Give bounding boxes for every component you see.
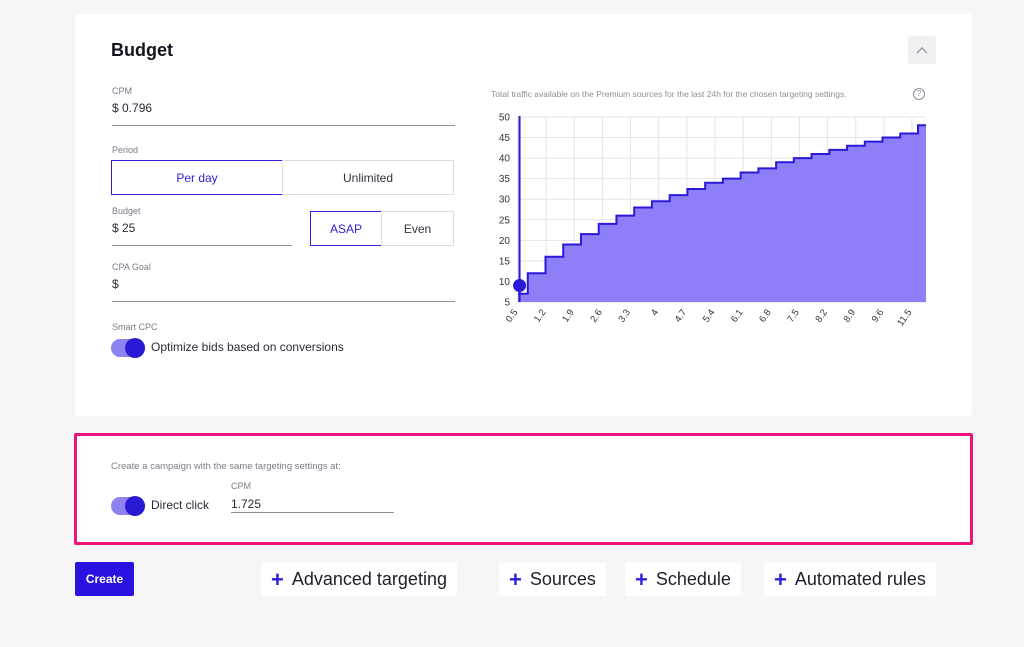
cpm-underline xyxy=(112,125,455,126)
collapse-button[interactable] xyxy=(908,36,936,64)
help-icon[interactable]: ? xyxy=(913,88,925,100)
x-tick-label: 8.2 xyxy=(813,307,830,324)
y-tick-label: 10 xyxy=(499,277,511,288)
x-tick-label: 2.6 xyxy=(588,307,605,324)
alt-campaign-caption: Create a campaign with the same targetin… xyxy=(111,461,341,472)
traffic-area xyxy=(518,125,926,302)
plus-icon: + xyxy=(509,566,522,592)
y-tick-label: 30 xyxy=(499,195,511,206)
schedule-label: Schedule xyxy=(655,569,731,589)
automated-rules-label: Automated rules xyxy=(794,569,926,589)
smart-cpc-toggle[interactable] xyxy=(111,338,145,358)
cpa-goal-label: CPA Goal xyxy=(112,262,151,272)
pacing-asap-button[interactable]: ASAP xyxy=(310,211,382,246)
x-tick-label: 4 xyxy=(649,307,661,318)
smart-cpc-label: Smart CPC xyxy=(112,322,158,332)
plus-icon: + xyxy=(635,566,648,592)
pacing-even-button[interactable]: Even xyxy=(381,211,454,246)
budget-label: Budget xyxy=(112,206,141,216)
x-tick-label: 8.9 xyxy=(842,307,859,324)
y-tick-label: 20 xyxy=(499,236,511,247)
toggle-knob xyxy=(125,496,145,516)
y-tick-label: 40 xyxy=(499,154,511,165)
budget-input[interactable]: $ 25 xyxy=(112,221,136,235)
sources-button[interactable]: + Sources xyxy=(499,563,606,596)
x-tick-label: 11.5 xyxy=(895,307,914,328)
alt-cpm-underline xyxy=(231,512,394,513)
y-tick-label: 25 xyxy=(499,215,511,226)
cpa-underline xyxy=(112,301,455,302)
budget-title: Budget xyxy=(111,40,173,60)
traffic-chart: 5 10 15 20 25 30 35 40 45 50 0.5 1.2 1.9 2.6 3.3 4 4.7 5.… xyxy=(499,113,926,328)
period-per-day-button[interactable]: Per day xyxy=(111,160,283,195)
traffic-line xyxy=(518,124,926,295)
create-button[interactable]: Create xyxy=(75,562,134,596)
smart-cpc-toggle-label: Optimize bids based on conversions xyxy=(151,340,344,354)
cpa-goal-input[interactable]: $ xyxy=(112,277,119,291)
schedule-button[interactable]: + Schedule xyxy=(625,563,741,596)
sources-label: Sources xyxy=(529,569,596,589)
y-tick-label: 45 xyxy=(499,133,511,144)
x-tick-label: 7.5 xyxy=(785,307,802,324)
period-label: Period xyxy=(112,145,139,155)
alt-cpm-input[interactable]: 1.725 xyxy=(231,497,262,511)
y-tick-label: 15 xyxy=(499,256,511,267)
x-tick-label: 5.4 xyxy=(701,307,718,324)
plus-icon: + xyxy=(271,566,284,592)
x-tick-label: 6.1 xyxy=(729,307,746,324)
chevron-up-icon xyxy=(916,47,928,54)
plus-icon: + xyxy=(774,566,787,592)
advanced-targeting-button[interactable]: + Advanced targeting xyxy=(261,563,457,596)
budget-underline xyxy=(112,245,292,246)
x-tick-label: 9.6 xyxy=(870,307,887,324)
x-tick-label: 1.2 xyxy=(532,307,549,324)
cpm-label: CPM xyxy=(112,86,132,96)
x-tick-label: 4.7 xyxy=(673,307,690,324)
direct-click-toggle[interactable] xyxy=(111,496,145,516)
x-tick-label: 3.3 xyxy=(616,307,633,324)
alt-campaign-box: Create a campaign with the same targetin… xyxy=(74,433,973,545)
toggle-knob xyxy=(125,338,145,358)
alt-cpm-label: CPM xyxy=(231,481,251,491)
chart-caption: Total traffic available on the Premium s… xyxy=(491,89,847,99)
y-tick-label: 50 xyxy=(499,113,511,124)
automated-rules-button[interactable]: + Automated rules xyxy=(764,563,936,596)
y-tick-label: 5 xyxy=(504,298,510,309)
cpm-input[interactable]: $ 0.796 xyxy=(112,101,153,115)
x-tick-label: 1.9 xyxy=(560,307,577,324)
marker-handle xyxy=(513,279,527,293)
advanced-targeting-label: Advanced targeting xyxy=(291,569,447,589)
direct-click-label: Direct click xyxy=(151,498,210,512)
period-unlimited-button[interactable]: Unlimited xyxy=(282,160,454,195)
x-tick-label: 0.5 xyxy=(504,307,521,324)
y-tick-label: 35 xyxy=(499,174,511,185)
x-tick-label: 6.8 xyxy=(757,307,774,324)
